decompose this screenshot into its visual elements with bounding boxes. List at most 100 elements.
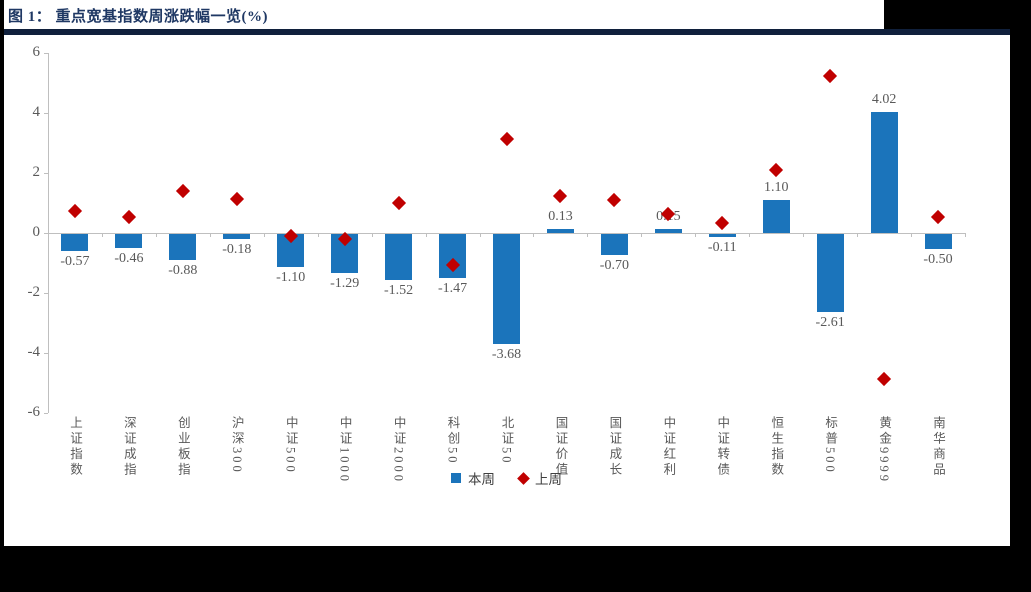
y-axis-tick-label: 0 xyxy=(32,224,41,240)
category-label: 科创50 xyxy=(445,416,460,466)
category-label: 恒生指数 xyxy=(769,416,784,478)
diamond-icon xyxy=(769,162,784,178)
y-axis-tick xyxy=(44,113,48,114)
value-label: -0.70 xyxy=(599,258,629,273)
x-axis-tick xyxy=(479,233,481,237)
y-axis-tick-label: -2 xyxy=(27,284,41,300)
y-axis-tick-label: 2 xyxy=(32,164,41,180)
diamond-icon xyxy=(517,471,530,485)
category-label: 深证成指 xyxy=(121,416,136,478)
y-axis-tick-label: 6 xyxy=(32,44,41,60)
category-label: 国证成长 xyxy=(607,416,622,478)
value-label: -2.61 xyxy=(815,315,845,331)
category-label: 中证红利 xyxy=(661,416,676,478)
category-label: 沪深300 xyxy=(229,416,244,475)
category-label: 南华商品 xyxy=(931,416,946,478)
bar-中证2000 xyxy=(385,234,413,280)
x-axis-tick xyxy=(641,233,643,237)
value-label: -1.10 xyxy=(276,270,306,285)
y-axis-tick xyxy=(44,293,48,294)
x-axis-tick xyxy=(749,233,751,237)
diamond-icon xyxy=(823,68,838,83)
y-axis-tick xyxy=(44,173,48,174)
x-axis-tick xyxy=(965,233,966,237)
category-label: 中证转债 xyxy=(715,416,730,478)
corner-mask xyxy=(884,0,1010,30)
value-label: -1.52 xyxy=(384,282,414,298)
bar-中证转债 xyxy=(708,234,736,238)
diamond-icon xyxy=(607,192,622,208)
x-axis-tick xyxy=(911,233,913,237)
diamond-icon xyxy=(877,371,892,386)
y-axis-tick-label: -6 xyxy=(27,404,41,420)
x-axis-tick xyxy=(263,233,265,237)
diamond-icon xyxy=(121,209,136,224)
legend-label: 上周 xyxy=(535,472,562,487)
value-label: 0.13 xyxy=(548,209,573,225)
bar-沪深300 xyxy=(223,234,251,240)
value-label: -0.18 xyxy=(222,242,252,258)
bar-深证成指 xyxy=(115,234,143,248)
value-label: -0.50 xyxy=(923,252,953,267)
x-axis-tick xyxy=(587,233,589,237)
y-axis-tick xyxy=(44,233,48,234)
diamond-icon xyxy=(229,191,244,206)
value-label: 4.02 xyxy=(871,92,897,108)
report-figure-panel: 图 1： 重点宽基指数周涨跌幅一览(%) 6 4 2 0 -2 -4 -6 -0.57 上证指数… xyxy=(4,0,1010,546)
value-label: -1.29 xyxy=(330,275,360,291)
x-axis-line xyxy=(48,233,965,234)
category-label: 中证500 xyxy=(283,416,298,475)
diamond-icon xyxy=(553,188,568,203)
bar-国证成长 xyxy=(600,234,628,255)
category-label: 黄金9999 xyxy=(877,416,892,484)
value-label: -0.46 xyxy=(114,250,144,266)
legend-label: 本周 xyxy=(468,472,495,487)
x-axis-tick xyxy=(48,233,49,237)
bar-上证指数 xyxy=(61,234,89,252)
chart-legend: 本周 上周 xyxy=(48,468,965,488)
category-label: 国证价值 xyxy=(553,416,568,478)
value-label: 1.10 xyxy=(763,180,789,195)
value-label: -3.68 xyxy=(491,347,522,363)
diamond-icon xyxy=(715,215,730,230)
bar-标普500 xyxy=(816,234,844,313)
bar-黄金9999 xyxy=(870,112,898,233)
y-axis-tick-label: 4 xyxy=(32,104,41,120)
x-axis-tick xyxy=(209,233,211,237)
square-icon xyxy=(451,473,461,483)
diamond-icon xyxy=(930,209,946,224)
category-label: 中证2000 xyxy=(391,416,406,484)
x-axis-tick xyxy=(533,233,535,237)
bar-创业板指 xyxy=(169,234,197,261)
legend-item-上周: 上周 xyxy=(517,468,562,488)
y-axis-tick xyxy=(44,53,48,54)
bar-中证红利 xyxy=(654,228,682,233)
category-label: 上证指数 xyxy=(67,416,82,478)
x-axis-tick xyxy=(803,233,805,237)
x-axis-tick xyxy=(425,233,427,237)
bar-南华商品 xyxy=(924,234,952,249)
diamond-icon xyxy=(499,131,514,146)
chart-plot-area: 6 4 2 0 -2 -4 -6 -0.57 上证指数 -0.46 深证成指 -0.88 创业板指 -0.… xyxy=(4,36,1010,546)
bar-国证价值 xyxy=(546,229,574,233)
x-axis-tick xyxy=(101,233,103,237)
x-axis-tick xyxy=(155,233,157,237)
x-axis-tick xyxy=(695,233,697,237)
diamond-icon xyxy=(391,195,406,211)
y-axis-tick-label: -4 xyxy=(27,344,41,360)
bar-北证50 xyxy=(493,234,520,345)
x-axis-tick xyxy=(857,233,859,237)
y-axis-tick xyxy=(44,353,48,354)
category-label: 标普500 xyxy=(823,416,838,475)
title-divider xyxy=(4,29,1010,35)
x-axis-tick xyxy=(317,233,319,237)
diamond-icon xyxy=(67,203,83,218)
category-label: 中证1000 xyxy=(337,416,352,484)
category-label: 创业板指 xyxy=(175,416,190,478)
value-label: -0.11 xyxy=(707,240,737,256)
category-label: 北证50 xyxy=(499,416,514,466)
value-label: -0.57 xyxy=(60,254,90,270)
x-axis-tick xyxy=(371,233,373,237)
value-label: -1.47 xyxy=(437,281,468,297)
